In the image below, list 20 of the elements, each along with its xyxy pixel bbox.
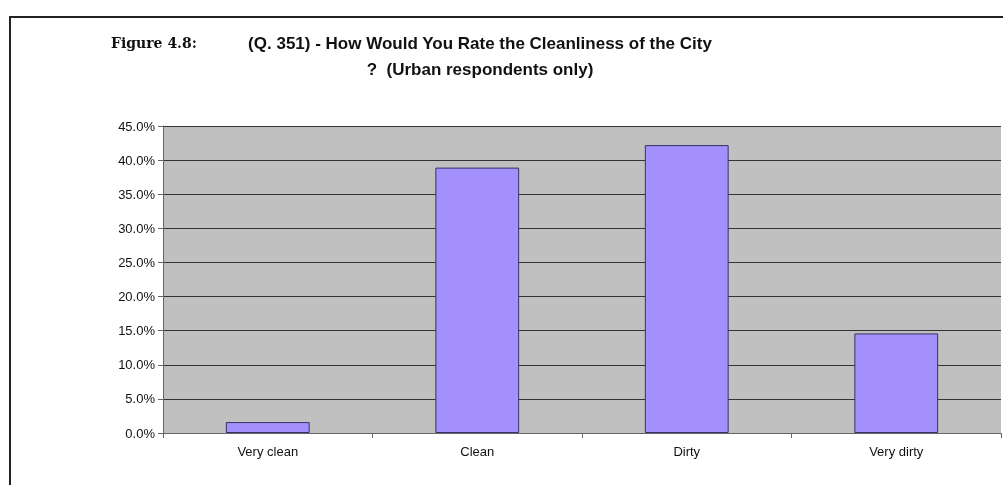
y-tick-label: 40.0% xyxy=(118,152,156,168)
chart-title: (Q. 351) - How Would You Rate the Cleanliness of the City? (Urban respondents only) xyxy=(248,33,713,79)
y-tick-label: 10.0% xyxy=(118,357,156,373)
bar xyxy=(644,145,729,433)
y-tick-label: 20.0% xyxy=(118,289,156,305)
x-tick-label: Dirty xyxy=(673,444,701,459)
y-tick-label: 0.0% xyxy=(125,425,156,441)
chart-subtitle: Figure 4.8: xyxy=(111,35,197,51)
x-tick-label: Clean xyxy=(460,444,495,459)
y-tick-label: 30.0% xyxy=(118,220,156,236)
bar xyxy=(435,167,520,433)
x-tick-label: Very dirty xyxy=(869,444,924,459)
y-tick-label: 25.0% xyxy=(118,254,156,270)
bar xyxy=(225,422,310,433)
x-tick-label: Very clean xyxy=(237,444,299,459)
y-tick-label: 35.0% xyxy=(118,186,156,202)
y-tick-label: 15.0% xyxy=(118,323,156,339)
bar xyxy=(854,333,939,433)
y-tick-label: 5.0% xyxy=(125,391,156,407)
y-tick-label: 45.0% xyxy=(118,118,156,134)
